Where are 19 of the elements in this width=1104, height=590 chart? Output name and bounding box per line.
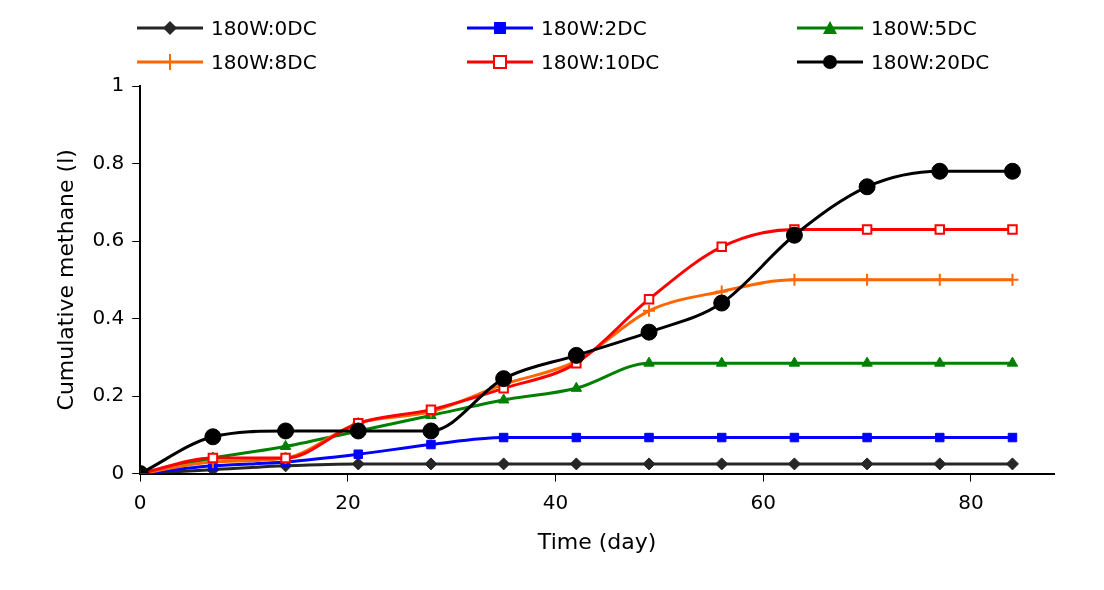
y-tick-label: 1: [111, 72, 125, 97]
legend-label: 180W:20DC: [871, 50, 990, 74]
legend-label: 180W:0DC: [211, 16, 317, 40]
legend-label: 180W:8DC: [211, 50, 317, 74]
y-tick-label: 0.2: [92, 382, 125, 407]
x-tick-label: 20: [335, 489, 361, 514]
x-tick-label: 80: [958, 489, 984, 514]
y-tick-label: 0: [111, 459, 125, 484]
legend-label: 180W:10DC: [541, 50, 660, 74]
y-tick-label: 0.8: [92, 149, 125, 174]
legend-label: 180W:2DC: [541, 16, 647, 40]
y-axis-title: Cumulative methane (l): [52, 149, 78, 411]
x-tick-label: 0: [133, 489, 147, 514]
y-tick-label: 0.6: [92, 227, 125, 252]
legend-label: 180W:5DC: [871, 16, 977, 40]
x-axis-title: Time (day): [536, 528, 657, 554]
y-tick-label: 0.4: [92, 304, 125, 329]
x-tick-label: 40: [542, 489, 569, 514]
x-tick-label: 60: [750, 489, 776, 514]
